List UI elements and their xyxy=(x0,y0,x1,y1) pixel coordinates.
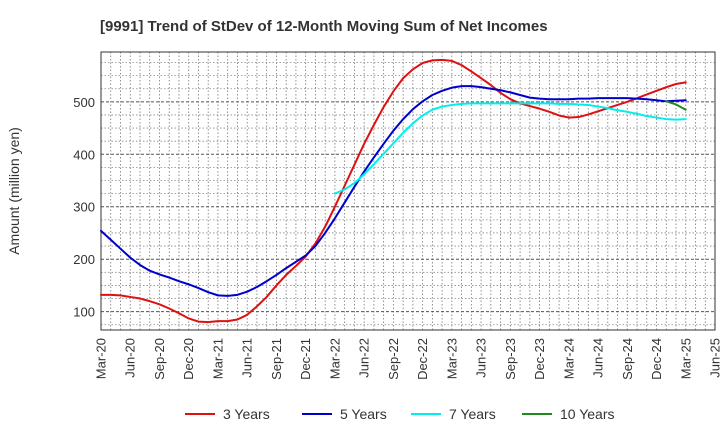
x-tick-label: Jun-25 xyxy=(708,338,720,378)
series-line-5-years xyxy=(100,85,687,297)
legend-label-3-years: 3 Years xyxy=(223,406,270,422)
x-tick-label: Mar-21 xyxy=(210,338,225,379)
legend-label-7-years: 7 Years xyxy=(449,406,496,422)
grid-lines xyxy=(101,52,715,330)
series-lines xyxy=(100,58,687,324)
x-tick-label: Dec-24 xyxy=(649,338,664,380)
x-tick-label: Mar-22 xyxy=(327,338,342,379)
legend-label-5-years: 5 Years xyxy=(340,406,387,422)
x-tick-label: Dec-22 xyxy=(415,338,430,380)
x-tick-label: Sep-24 xyxy=(620,338,635,380)
x-tick-label: Mar-20 xyxy=(94,338,109,379)
x-tick-label: Sep-23 xyxy=(503,338,518,380)
x-tick-label: Sep-20 xyxy=(152,338,167,380)
x-tick-label: Sep-21 xyxy=(269,338,284,380)
x-tick-label: Mar-23 xyxy=(444,338,459,379)
chart-title: [9991] Trend of StDev of 12-Month Moving… xyxy=(100,18,548,35)
y-axis-ticks: 100 200 300 400 500 xyxy=(73,95,95,320)
series-line-7-years xyxy=(333,102,687,195)
y-tick-label: 100 xyxy=(73,305,95,320)
y-tick-label: 500 xyxy=(73,95,95,110)
x-tick-label: Sep-22 xyxy=(386,338,401,380)
x-tick-label: Jun-20 xyxy=(123,338,138,378)
x-tick-label: Jun-23 xyxy=(474,338,489,378)
plot-area xyxy=(100,51,716,331)
y-axis-label: Amount (million yen) xyxy=(6,127,22,255)
x-tick-label: Jun-24 xyxy=(591,338,606,378)
x-tick-label: Dec-23 xyxy=(532,338,547,380)
y-tick-label: 200 xyxy=(73,252,95,267)
legend-label-10-years: 10 Years xyxy=(560,406,615,422)
x-tick-label: Jun-21 xyxy=(240,338,255,378)
y-tick-label: 300 xyxy=(73,200,95,215)
x-tick-label: Jun-22 xyxy=(357,338,372,378)
x-tick-label: Mar-25 xyxy=(678,338,693,379)
x-tick-label: Mar-24 xyxy=(561,338,576,379)
x-axis-ticks: Mar-20 Jun-20 Sep-20 Dec-20 Mar-21 Jun-21 Sep-… xyxy=(94,338,720,380)
legend: 3 Years 5 Years 7 Years 10 Years xyxy=(185,406,615,422)
x-tick-label: Dec-21 xyxy=(298,338,313,380)
y-tick-label: 400 xyxy=(73,147,95,162)
x-tick-label: Dec-20 xyxy=(181,338,196,380)
series-line-10-years xyxy=(665,100,687,111)
series-line-3-years xyxy=(100,58,687,324)
